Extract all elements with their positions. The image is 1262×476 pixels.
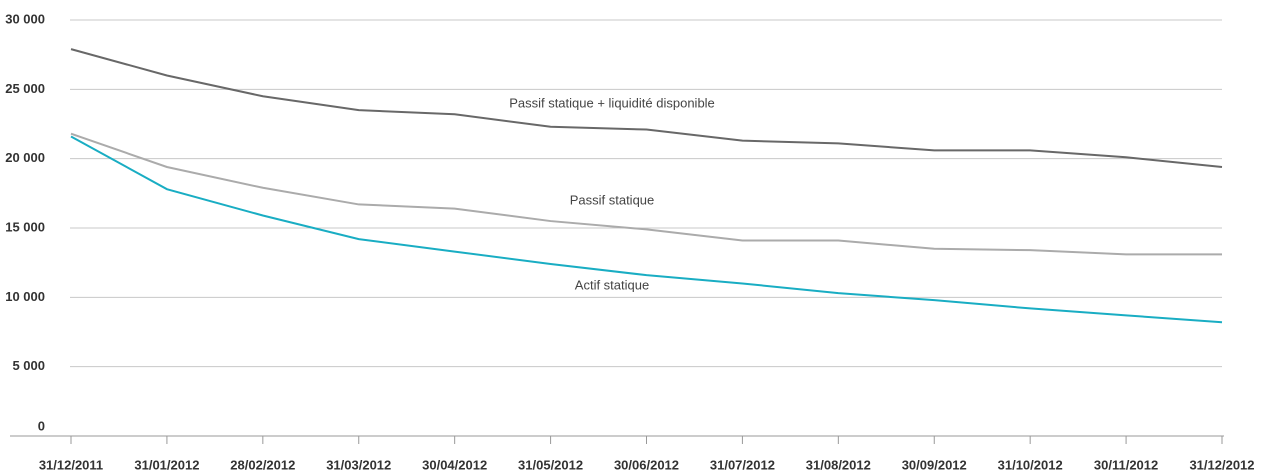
x-tick-label: 31/05/2012 [518,457,583,472]
y-tick-label: 25 000 [5,81,45,96]
line [70,132,1222,256]
y-tick-label: 5 000 [12,358,45,373]
x-tick-label: 31/07/2012 [710,457,775,472]
x-tick-label: 30/11/2012 [1094,457,1158,472]
y-tick-label: 0 [38,418,45,433]
y-tick-label: 10 000 [5,289,45,304]
series-label: Passif statique + liquidité disponible [509,95,715,110]
x-tick-label: 28/02/2012 [230,457,295,472]
line [70,48,1223,168]
x-tick-label: 31/12/2011 [39,457,103,472]
x-tick-label: 30/06/2012 [614,457,679,472]
y-tick-label: 15 000 [5,219,45,234]
x-tick-label: 30/09/2012 [902,457,967,472]
y-tick-label: 30 000 [5,11,45,26]
line [70,135,1223,324]
x-tick-label: 31/01/2012 [134,457,199,472]
y-tick-label: 20 000 [5,150,45,165]
x-tick-label: 30/04/2012 [422,457,487,472]
series-label: Actif statique [575,277,649,292]
series-label: Passif statique [570,192,655,207]
x-tick-label: 31/08/2012 [806,457,871,472]
x-tick-label: 31/03/2012 [326,457,391,472]
x-tick-label: 31/12/2012 [1189,457,1254,472]
x-tick-label: 31/10/2012 [998,457,1063,472]
